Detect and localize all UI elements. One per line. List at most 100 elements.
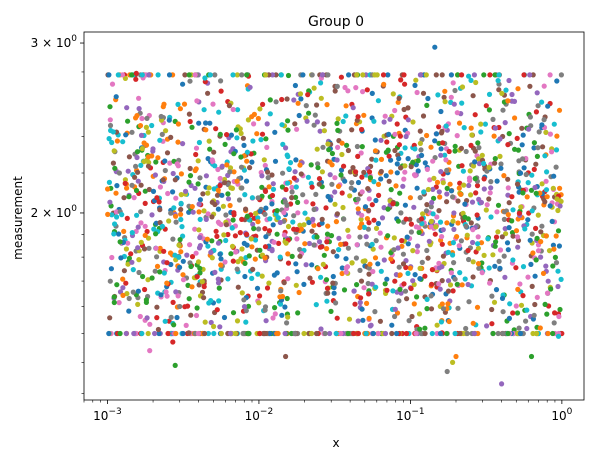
data-point xyxy=(259,173,265,179)
data-point xyxy=(549,149,555,155)
data-point xyxy=(370,268,376,275)
data-point xyxy=(263,318,269,324)
data-point xyxy=(213,228,219,234)
data-point xyxy=(212,163,218,169)
data-point xyxy=(470,259,476,265)
data-point xyxy=(285,118,291,124)
data-point xyxy=(193,145,200,151)
data-point xyxy=(438,169,444,175)
data-point xyxy=(442,88,448,94)
data-point xyxy=(422,325,428,331)
data-point xyxy=(270,222,276,228)
data-point xyxy=(107,315,113,321)
data-point xyxy=(285,260,292,266)
data-point xyxy=(274,231,280,237)
data-point xyxy=(519,125,525,131)
data-point xyxy=(213,126,219,132)
data-point xyxy=(397,133,403,139)
data-point xyxy=(152,330,158,337)
data-point xyxy=(515,244,521,250)
data-point xyxy=(289,189,295,195)
data-point xyxy=(366,271,372,277)
data-point xyxy=(478,240,485,246)
data-point xyxy=(135,301,141,307)
data-point xyxy=(386,178,392,184)
data-point xyxy=(462,201,468,207)
y-tick-label: 3 × 100 xyxy=(31,34,78,50)
data-point xyxy=(418,330,424,337)
data-point xyxy=(448,72,454,78)
data-point xyxy=(214,307,220,313)
data-point xyxy=(319,244,325,250)
data-point xyxy=(466,73,472,79)
data-point xyxy=(183,322,189,328)
data-point xyxy=(355,330,361,337)
data-point xyxy=(113,209,120,215)
data-point xyxy=(545,330,551,337)
data-point xyxy=(452,87,458,94)
data-point xyxy=(310,201,316,207)
data-point xyxy=(539,181,545,187)
data-point xyxy=(244,231,250,237)
data-point xyxy=(544,290,551,296)
data-point xyxy=(218,262,224,268)
data-point xyxy=(193,312,200,319)
data-point xyxy=(159,131,165,137)
data-point xyxy=(202,319,208,325)
data-point xyxy=(128,251,134,257)
data-point xyxy=(346,234,352,240)
data-point xyxy=(244,72,250,78)
data-point xyxy=(405,241,411,247)
data-point xyxy=(233,249,239,255)
data-point xyxy=(487,190,493,196)
data-point xyxy=(224,162,230,168)
data-point xyxy=(415,168,421,174)
data-point xyxy=(382,281,388,287)
data-point xyxy=(525,274,531,280)
data-point xyxy=(401,176,407,182)
data-point xyxy=(355,318,361,324)
data-point xyxy=(347,169,353,175)
data-point xyxy=(166,218,172,224)
data-point xyxy=(534,153,541,159)
data-point xyxy=(390,288,396,294)
data-point xyxy=(538,254,544,260)
data-point xyxy=(282,330,288,337)
data-point xyxy=(254,285,261,291)
data-point xyxy=(150,188,157,194)
data-point xyxy=(529,172,535,178)
data-point xyxy=(373,157,379,163)
data-point xyxy=(357,224,363,231)
data-point xyxy=(160,177,166,183)
data-point xyxy=(172,362,178,368)
data-point xyxy=(122,75,128,81)
data-point xyxy=(442,99,448,105)
data-point xyxy=(364,216,370,222)
data-point xyxy=(309,279,315,285)
data-point xyxy=(206,138,212,144)
data-point xyxy=(410,248,416,254)
data-point xyxy=(489,293,495,299)
data-point xyxy=(215,187,221,193)
data-point xyxy=(469,132,475,138)
data-point xyxy=(496,87,502,93)
data-point xyxy=(327,172,333,178)
data-point xyxy=(379,215,386,221)
data-point xyxy=(396,298,402,304)
data-point xyxy=(234,135,240,141)
data-point xyxy=(362,258,368,264)
data-point xyxy=(428,306,435,312)
data-point xyxy=(313,302,319,308)
data-point xyxy=(153,245,159,251)
data-point xyxy=(272,311,278,317)
data-point xyxy=(438,146,444,152)
data-point xyxy=(410,119,416,125)
data-point xyxy=(221,180,228,186)
data-point xyxy=(209,157,215,163)
data-point xyxy=(484,168,490,174)
data-point xyxy=(145,277,151,283)
data-point xyxy=(230,258,236,264)
data-point xyxy=(366,315,372,321)
data-point xyxy=(511,115,518,121)
data-point xyxy=(456,185,462,191)
